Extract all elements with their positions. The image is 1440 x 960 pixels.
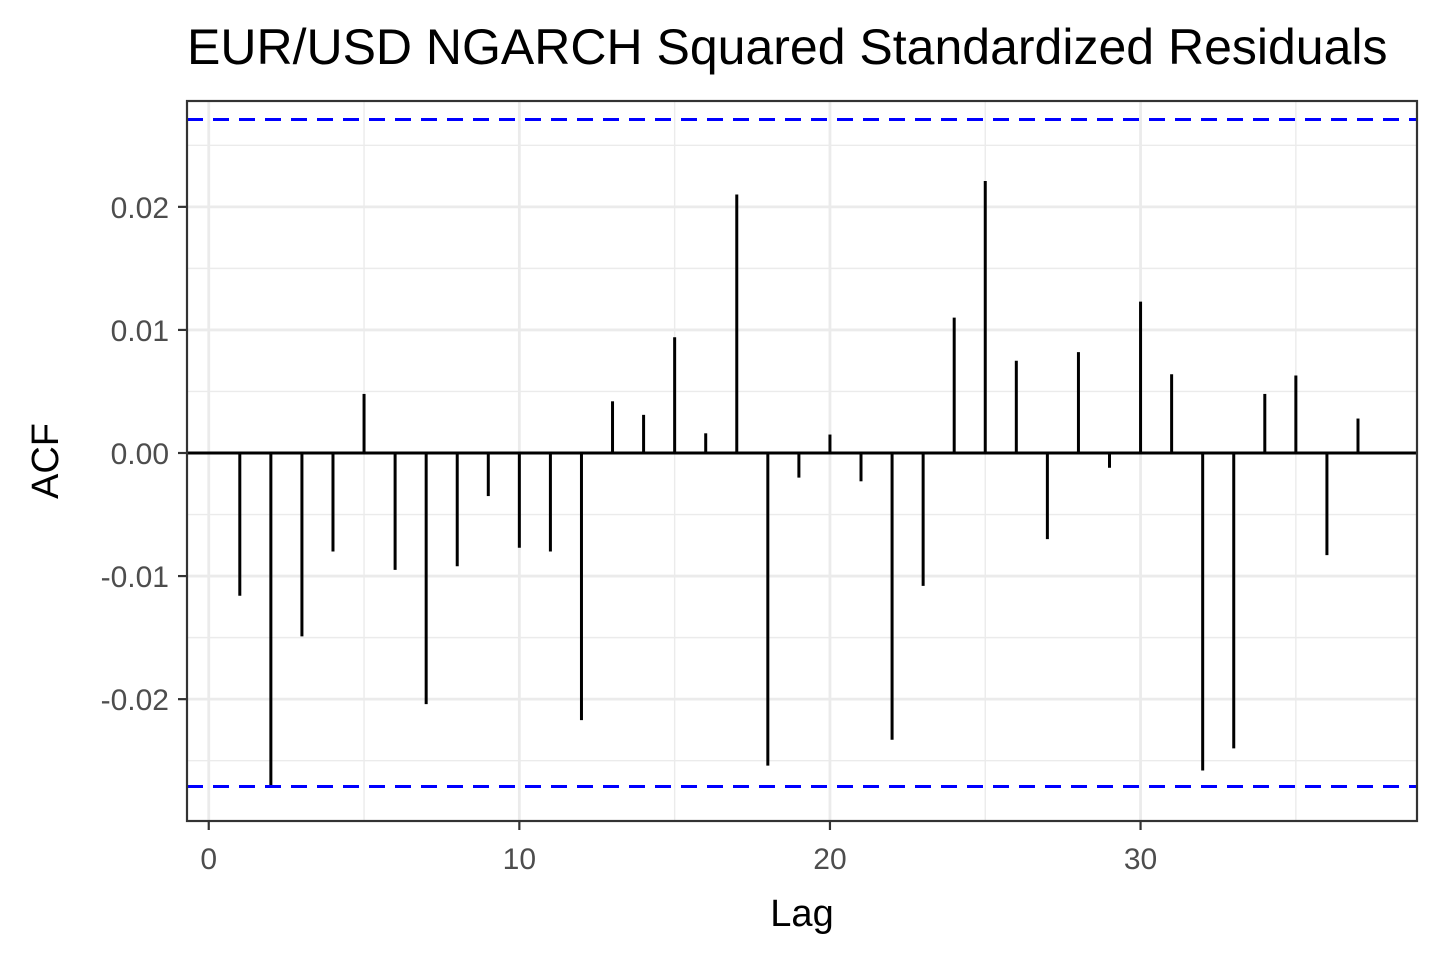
chart-title: EUR/USD NGARCH Squared Standardized Resi… [187,19,1388,75]
y-tick-label: 0.01 [111,315,169,348]
y-axis-title: ACF [25,423,67,499]
confidence-bounds [187,117,1417,789]
y-tick-label: 0.00 [111,438,169,471]
x-tick-label: 0 [200,843,217,876]
acf-stems [238,181,1360,788]
x-tick-label: 30 [1124,843,1157,876]
plot-panel-border [185,99,1419,823]
x-tick-label: 20 [813,843,846,876]
y-tick-label: -0.02 [101,684,169,717]
y-tick-label: -0.01 [101,561,169,594]
x-tick-label: 10 [503,843,536,876]
x-axis-title: Lag [770,893,833,935]
grid-major [187,101,1417,821]
x-axis: 0 10 20 30 [200,821,1157,876]
plot-panel-background [187,101,1417,821]
y-axis: -0.02 -0.01 0.00 0.01 0.02 [101,192,187,717]
grid-minor [187,101,1417,821]
y-tick-label: 0.02 [111,192,169,225]
